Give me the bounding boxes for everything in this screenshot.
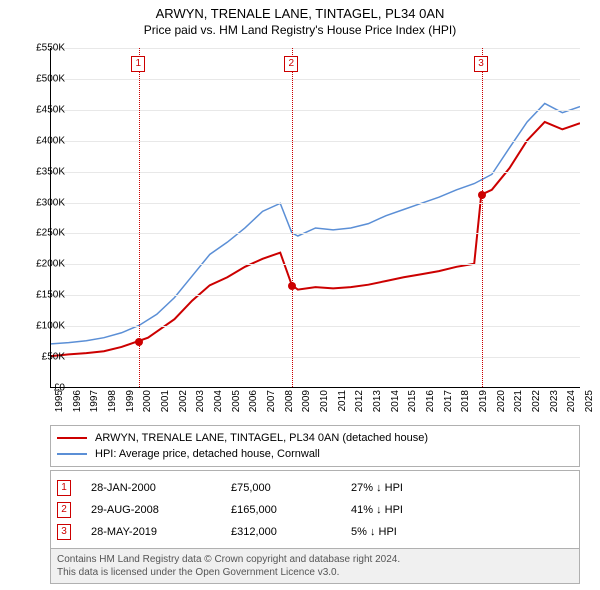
y-axis-tick-label: £100K	[36, 321, 65, 332]
y-axis-tick-label: £400K	[36, 135, 65, 146]
x-axis-tick-label: 2014	[390, 390, 401, 420]
sale-dot	[135, 338, 143, 346]
plot-area	[50, 48, 580, 388]
legend-label: HPI: Average price, detached house, Corn…	[95, 448, 320, 460]
sale-marker-box: 2	[284, 56, 298, 72]
sale-marker-box: 1	[131, 56, 145, 72]
sale-row-number: 1	[57, 480, 71, 496]
x-axis-tick-label: 2003	[195, 390, 206, 420]
footer-attribution: Contains HM Land Registry data © Crown c…	[50, 548, 580, 584]
sale-row: 1 28-JAN-2000£75,00027% ↓ HPI	[57, 477, 573, 499]
gridline-h	[51, 203, 580, 204]
x-axis-tick-label: 1997	[89, 390, 100, 420]
sale-row-price: £165,000	[231, 504, 351, 516]
x-axis-tick-label: 2001	[160, 390, 171, 420]
x-axis-tick-label: 2024	[566, 390, 577, 420]
sale-dot	[288, 282, 296, 290]
chart-subtitle: Price paid vs. HM Land Registry's House …	[0, 21, 600, 37]
legend-item: HPI: Average price, detached house, Corn…	[57, 446, 573, 462]
sale-row-number: 3	[57, 524, 71, 540]
sale-dot	[478, 191, 486, 199]
legend-label: ARWYN, TRENALE LANE, TINTAGEL, PL34 0AN …	[95, 432, 428, 444]
legend-item: ARWYN, TRENALE LANE, TINTAGEL, PL34 0AN …	[57, 430, 573, 446]
series-line-hpi	[51, 103, 580, 343]
sales-table: 1 28-JAN-2000£75,00027% ↓ HPI 2 29-AUG-2008…	[50, 470, 580, 550]
x-axis-tick-label: 2020	[496, 390, 507, 420]
sale-row-hpi-delta: 41% ↓ HPI	[351, 504, 573, 516]
gridline-h	[51, 79, 580, 80]
x-axis-tick-label: 2019	[478, 390, 489, 420]
gridline-h	[51, 172, 580, 173]
legend-swatch	[57, 437, 87, 439]
gridline-h	[51, 326, 580, 327]
legend-swatch	[57, 453, 87, 455]
gridline-h	[51, 295, 580, 296]
footer-line2: This data is licensed under the Open Gov…	[57, 566, 573, 579]
y-axis-tick-label: £500K	[36, 73, 65, 84]
chart-container: ARWYN, TRENALE LANE, TINTAGEL, PL34 0AN …	[0, 0, 600, 590]
y-axis-tick-label: £450K	[36, 104, 65, 115]
y-axis-tick-label: £550K	[36, 43, 65, 54]
x-axis-tick-label: 2006	[248, 390, 259, 420]
x-axis-tick-label: 2015	[407, 390, 418, 420]
x-axis-tick-label: 2023	[549, 390, 560, 420]
x-axis-tick-label: 2016	[425, 390, 436, 420]
sale-marker-box: 3	[474, 56, 488, 72]
sale-row-date: 28-MAY-2019	[91, 526, 231, 538]
x-axis-tick-label: 2013	[372, 390, 383, 420]
sale-row-number: 2	[57, 502, 71, 518]
x-axis-tick-label: 2017	[443, 390, 454, 420]
gridline-h	[51, 110, 580, 111]
x-axis-tick-label: 2012	[354, 390, 365, 420]
footer-line1: Contains HM Land Registry data © Crown c…	[57, 553, 573, 566]
sale-row-price: £312,000	[231, 526, 351, 538]
x-axis-tick-label: 1995	[54, 390, 65, 420]
sale-row-date: 28-JAN-2000	[91, 482, 231, 494]
chart-svg	[51, 48, 580, 387]
x-axis-tick-label: 2009	[301, 390, 312, 420]
gridline-h	[51, 357, 580, 358]
x-axis-tick-label: 2000	[142, 390, 153, 420]
x-axis-tick-label: 2008	[284, 390, 295, 420]
sale-row-hpi-delta: 27% ↓ HPI	[351, 482, 573, 494]
x-axis-tick-label: 2010	[319, 390, 330, 420]
sale-row-price: £75,000	[231, 482, 351, 494]
sale-row: 2 29-AUG-2008£165,00041% ↓ HPI	[57, 499, 573, 521]
gridline-h	[51, 264, 580, 265]
series-line-property	[51, 122, 580, 356]
sale-vline	[482, 48, 483, 387]
x-axis-tick-label: 2021	[513, 390, 524, 420]
x-axis-tick-label: 2007	[266, 390, 277, 420]
y-axis-tick-label: £350K	[36, 166, 65, 177]
x-axis-tick-label: 2004	[213, 390, 224, 420]
y-axis-tick-label: £200K	[36, 259, 65, 270]
y-axis-tick-label: £50K	[42, 352, 65, 363]
sale-row: 3 28-MAY-2019£312,0005% ↓ HPI	[57, 521, 573, 543]
gridline-h	[51, 48, 580, 49]
x-axis-tick-label: 2002	[178, 390, 189, 420]
x-axis-tick-label: 2005	[231, 390, 242, 420]
y-axis-tick-label: £150K	[36, 290, 65, 301]
sale-vline	[139, 48, 140, 387]
x-axis-tick-label: 2025	[584, 390, 595, 420]
x-axis-tick-label: 2011	[337, 390, 348, 420]
x-axis-tick-label: 2018	[460, 390, 471, 420]
gridline-h	[51, 233, 580, 234]
x-axis-tick-label: 1998	[107, 390, 118, 420]
sale-row-hpi-delta: 5% ↓ HPI	[351, 526, 573, 538]
sale-vline	[292, 48, 293, 387]
sale-row-date: 29-AUG-2008	[91, 504, 231, 516]
x-axis-tick-label: 1996	[72, 390, 83, 420]
chart-title: ARWYN, TRENALE LANE, TINTAGEL, PL34 0AN	[0, 0, 600, 21]
x-axis-tick-label: 1999	[125, 390, 136, 420]
y-axis-tick-label: £250K	[36, 228, 65, 239]
y-axis-tick-label: £300K	[36, 197, 65, 208]
gridline-h	[51, 141, 580, 142]
x-axis-tick-label: 2022	[531, 390, 542, 420]
legend-box: ARWYN, TRENALE LANE, TINTAGEL, PL34 0AN …	[50, 425, 580, 467]
